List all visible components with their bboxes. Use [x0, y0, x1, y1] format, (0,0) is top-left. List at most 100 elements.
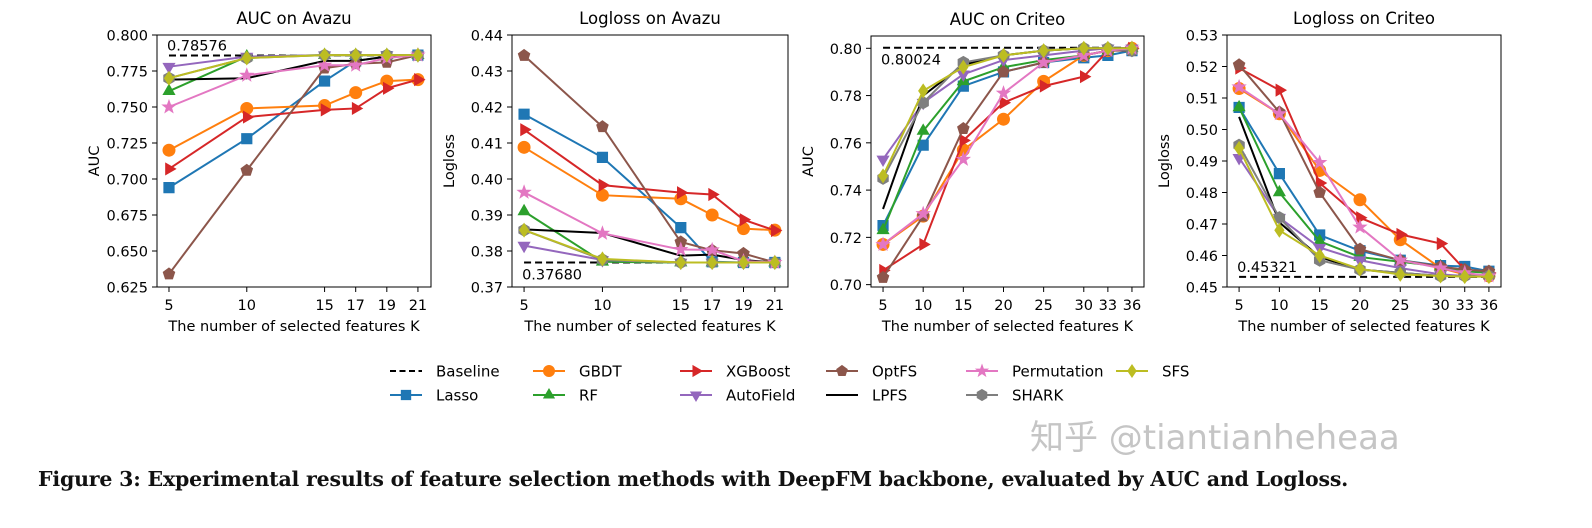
legend: Baseline Lasso GBDT RF XGBoost AutoField OptFS… [390, 363, 1189, 405]
series-line-sfs [523, 229, 775, 264]
data-point-xgboost [1079, 70, 1092, 84]
data-point-gbdt [349, 86, 363, 100]
plot-frame [156, 34, 432, 288]
x-tick-label: 15 [672, 298, 690, 314]
data-point-gbdt [736, 222, 750, 236]
y-tick-label: 0.38 [471, 245, 503, 261]
data-point-sfs [241, 50, 252, 66]
data-point-sfs [597, 251, 608, 267]
legend-item-permutation: Permutation [966, 363, 1104, 381]
y-tick-label: 0.72 [830, 231, 862, 247]
x-tick-label: 10 [593, 298, 611, 314]
legend-item-baseline: Baseline [390, 363, 500, 381]
data-point-lasso [675, 222, 687, 234]
x-tick-label: 15 [954, 298, 972, 314]
y-tick-label: 0.47 [1186, 218, 1218, 234]
x-tick-label: 5 [519, 298, 528, 314]
series-line-permutation [882, 47, 1133, 246]
x-axis-label: The number of selected features K [523, 319, 776, 335]
y-tick-label: 0.37 [471, 281, 503, 297]
y-tick-label: 0.80 [830, 42, 862, 58]
y-tick-label: 0.43 [471, 65, 503, 81]
series-line-lpfs [524, 228, 775, 264]
y-tick-label: 0.74 [830, 184, 862, 200]
legend-item-optfs: OptFS [826, 363, 917, 381]
legend-item-autofield: AutoField [680, 387, 795, 405]
data-point-gbdt [517, 140, 531, 154]
x-tick-label: 17 [346, 298, 364, 314]
data-point-autofield [517, 241, 531, 254]
x-axis-label: The number of selected features K [1237, 319, 1490, 335]
y-tick-label: 0.775 [106, 65, 148, 81]
y-tick-label: 0.42 [471, 101, 503, 117]
series-sfs [1233, 140, 1495, 285]
chart-panel-4: Logloss on Criteo 0.45 0.46 0.47 0.48 0.49 0.5… [1157, 9, 1502, 335]
data-point-rf [1272, 184, 1286, 197]
chart-title: AUC on Criteo [950, 10, 1066, 29]
series-line-lasso [523, 113, 775, 264]
y-tick-label: 0.39 [471, 209, 503, 225]
x-tick-label: 20 [1351, 298, 1369, 314]
legend-item-rf: RF [533, 387, 598, 405]
series-lpfs [524, 228, 775, 264]
legend-label: GBDT [579, 363, 622, 381]
y-tick-label: 0.40 [471, 173, 503, 189]
x-tick-label: 19 [378, 298, 396, 314]
baseline-label: 0.45321 [1237, 260, 1297, 276]
data-point-sfs [1078, 40, 1089, 56]
data-point-sfs [958, 59, 969, 75]
data-point-optfs [876, 270, 890, 283]
data-point-sfs [1314, 248, 1325, 263]
data-point-sfs [412, 47, 424, 63]
data-point-sfs [998, 47, 1009, 63]
data-point-lasso [1273, 168, 1285, 180]
data-point-lasso [596, 151, 609, 163]
data-point-permutation [1271, 105, 1288, 121]
y-tick-label: 0.46 [1186, 249, 1218, 265]
data-point-permutation [348, 57, 364, 72]
x-tick-label: 33 [1456, 298, 1474, 314]
series-sfs [163, 47, 424, 86]
data-point-xgboost [959, 133, 971, 148]
data-point-xgboost [1275, 83, 1287, 97]
circle-marker-icon [543, 365, 556, 377]
data-point-rf [876, 222, 890, 235]
data-point-xgboost [1436, 236, 1449, 251]
data-point-optfs [1232, 58, 1246, 71]
plot-frame [511, 34, 789, 288]
y-tick-label: 0.52 [1186, 60, 1218, 76]
data-point-sfs [1126, 40, 1138, 56]
x-tick-label: 21 [409, 298, 427, 314]
x-tick-label: 17 [703, 298, 721, 314]
data-point-permutation [704, 241, 720, 257]
y-tick-label: 0.53 [1186, 29, 1218, 45]
series-lasso [163, 49, 424, 194]
data-point-permutation [516, 184, 532, 199]
square-marker-icon [400, 389, 412, 401]
data-point-xgboost [1356, 211, 1368, 225]
x-tick-label: 10 [1270, 298, 1288, 314]
data-point-xgboost [165, 162, 177, 176]
data-point-gbdt [705, 208, 719, 222]
chart-title: Logloss on Avazu [579, 9, 721, 28]
data-point-permutation [1311, 154, 1328, 170]
data-point-xgboost [1396, 227, 1408, 241]
legend-item-lasso: Lasso [390, 387, 478, 405]
series-line-xgboost [1238, 67, 1490, 274]
data-point-gbdt [595, 188, 609, 202]
y-tick-label: 0.44 [471, 29, 503, 45]
watermark: 知乎 @tiantianheheaa [1030, 418, 1400, 458]
series-line-autofield [523, 244, 775, 264]
y-axis-label: Logloss [442, 134, 458, 188]
data-point-sfs [769, 255, 780, 271]
y-tick-label: 0.78 [830, 89, 862, 105]
data-point-xgboost [1315, 176, 1328, 190]
series-optfs [876, 44, 1139, 283]
data-point-lasso [241, 133, 253, 145]
x-tick-label: 15 [1310, 298, 1328, 314]
data-point-sfs [518, 222, 530, 238]
series-line-xgboost [523, 128, 776, 232]
x-tick-label: 21 [766, 298, 784, 314]
data-point-xgboost [708, 187, 720, 202]
